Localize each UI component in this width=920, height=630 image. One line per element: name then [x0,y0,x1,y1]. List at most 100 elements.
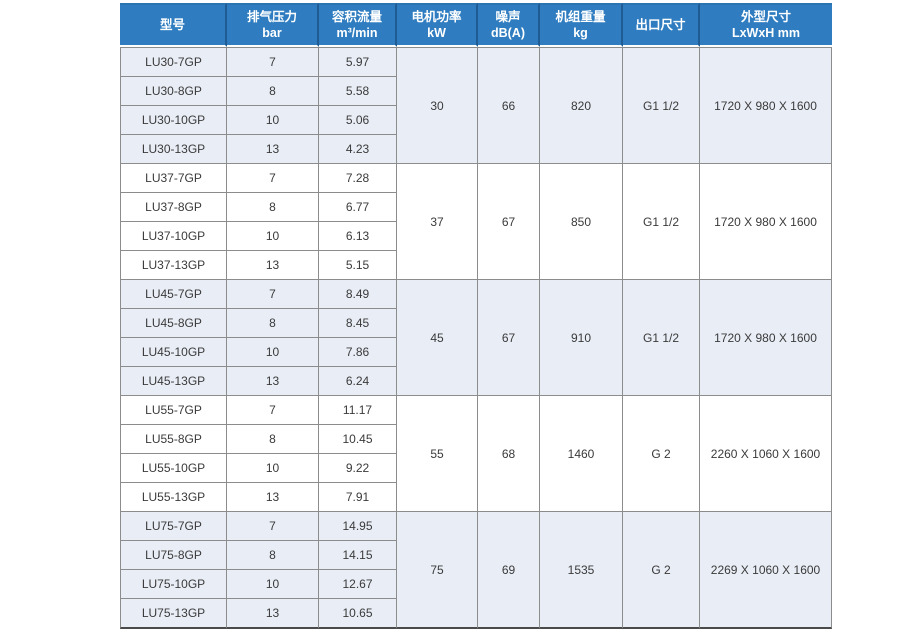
column-header-pressure: 排气压力 bar [227,3,319,47]
header-title: 外型尺寸 [740,10,791,24]
dimensions-cell: 2260 X 1060 X 1600 [700,396,832,512]
pressure-cell: 7 [227,47,319,77]
pressure-cell: 13 [227,251,319,280]
header-row: 型号 排气压力 bar 容积流量 m³/min 电机功率 kW 噪声 dB(A) 机组重量 kg 出口… [120,3,832,47]
flow-cell: 10.45 [319,425,397,454]
outlet-size-cell: G1 1/2 [623,280,700,396]
header-title: 机组重量 [555,10,606,24]
dimensions-cell: 2269 X 1060 X 1600 [700,512,832,629]
dimensions-cell: 1720 X 980 X 1600 [700,47,832,164]
compressor-spec-table: 型号 排气压力 bar 容积流量 m³/min 电机功率 kW 噪声 dB(A) 机组重量 kg 出口… [120,3,832,629]
model-group-0: LU30-7GP 7 5.97 30 66 820 G1 1/2 1720 X 980 X 1… [120,47,832,164]
model-cell: LU55-8GP [120,425,227,454]
pressure-cell: 7 [227,164,319,193]
table-row: LU55-13GP 13 7.91 [120,483,832,512]
table-container: 型号 排气压力 bar 容积流量 m³/min 电机功率 kW 噪声 dB(A) 机组重量 kg 出口… [120,3,832,629]
weight-cell: 910 [540,280,623,396]
weight-cell: 820 [540,47,623,164]
header-unit: dB(A) [490,26,525,40]
pressure-cell: 13 [227,599,319,629]
table-row: LU55-8GP 8 10.45 [120,425,832,454]
flow-cell: 11.17 [319,396,397,425]
pressure-cell: 10 [227,222,319,251]
weight-cell: 1535 [540,512,623,629]
flow-cell: 4.23 [319,135,397,164]
table-row: LU75-7GP 7 14.95 75 69 1535 G 2 2269 X 1060 X 1… [120,512,832,629]
flow-cell: 5.06 [319,106,397,135]
header-title: 电机功率 [411,10,462,24]
header-unit: bar [262,26,282,40]
pressure-cell: 13 [227,483,319,512]
header-unit: kW [427,26,446,40]
noise-cell: 67 [478,280,540,396]
pressure-cell: 10 [227,454,319,483]
table-header: 型号 排气压力 bar 容积流量 m³/min 电机功率 kW 噪声 dB(A) 机组重量 kg 出口… [120,3,832,47]
pressure-cell: 8 [227,541,319,570]
outlet-size-cell: G 2 [623,396,700,512]
flow-cell: 7.91 [319,483,397,512]
power-cell: 30 [397,47,478,164]
pressure-cell: 8 [227,193,319,222]
flow-cell: 6.13 [319,222,397,251]
header-unit: LxWxH mm [731,26,801,40]
flow-cell: 6.77 [319,193,397,222]
header-title: 出口尺寸 [635,18,686,32]
table-row: LU75-10GP 10 12.67 [120,570,832,599]
model-group-4: LU75-7GP 7 14.95 75 69 1535 G 2 2269 X 1060 X 1… [120,512,832,629]
model-cell: LU37-13GP [120,251,227,280]
power-cell: 75 [397,512,478,629]
model-cell: LU55-13GP [120,483,227,512]
model-cell: LU75-10GP [120,570,227,599]
weight-cell: 850 [540,164,623,280]
column-header-dimensions: 外型尺寸 LxWxH mm [700,3,832,47]
table-row: LU30-8GP 8 5.58 [120,77,832,106]
table-row: LU75-13GP 13 10.65 [120,599,832,629]
model-cell: LU45-8GP [120,309,227,338]
flow-cell: 7.86 [319,338,397,367]
model-cell: LU75-13GP [120,599,227,629]
table-row: LU75-8GP 8 14.15 [120,541,832,570]
table-row: LU30-13GP 13 4.23 [120,135,832,164]
column-header-outlet: 出口尺寸 [623,3,700,47]
column-header-weight: 机组重量 kg [540,3,623,47]
pressure-cell: 7 [227,512,319,541]
flow-cell: 6.24 [319,367,397,396]
table-row: LU55-7GP 7 11.17 55 68 1460 G 2 2260 X 1060 X 1… [120,396,832,512]
flow-cell: 7.28 [319,164,397,193]
table-row: LU30-7GP 7 5.97 30 66 820 G1 1/2 1720 X 980 X 1… [120,47,832,164]
model-cell: LU30-13GP [120,135,227,164]
noise-cell: 66 [478,47,540,164]
table-row: LU30-10GP 10 5.06 [120,106,832,135]
model-cell: LU55-10GP [120,454,227,483]
noise-cell: 68 [478,396,540,512]
table-row: LU37-8GP 8 6.77 [120,193,832,222]
pressure-cell: 8 [227,77,319,106]
model-cell: LU45-13GP [120,367,227,396]
pressure-cell: 10 [227,338,319,367]
weight-cell: 1460 [540,396,623,512]
noise-cell: 67 [478,164,540,280]
table-row: LU45-13GP 13 6.24 [120,367,832,396]
pressure-cell: 13 [227,135,319,164]
column-header-model: 型号 [120,3,227,47]
power-cell: 55 [397,396,478,512]
pressure-cell: 7 [227,280,319,309]
pressure-cell: 8 [227,425,319,454]
pressure-cell: 10 [227,106,319,135]
table-row: LU45-7GP 7 8.49 45 67 910 G1 1/2 1720 X 980 X 1… [120,280,832,396]
power-cell: 37 [397,164,478,280]
table-row: LU45-10GP 10 7.86 [120,338,832,367]
model-cell: LU75-8GP [120,541,227,570]
model-group-3: LU55-7GP 7 11.17 55 68 1460 G 2 2260 X 1060 X 1… [120,396,832,512]
header-title: 噪声 [495,10,521,24]
flow-cell: 9.22 [319,454,397,483]
model-cell: LU45-10GP [120,338,227,367]
model-cell: LU45-7GP [120,280,227,309]
table-row: LU37-10GP 10 6.13 [120,222,832,251]
model-cell: LU37-8GP [120,193,227,222]
pressure-cell: 13 [227,367,319,396]
column-header-power: 电机功率 kW [397,3,478,47]
header-unit: m³/min [336,26,378,40]
dimensions-cell: 1720 X 980 X 1600 [700,164,832,280]
pressure-cell: 7 [227,396,319,425]
